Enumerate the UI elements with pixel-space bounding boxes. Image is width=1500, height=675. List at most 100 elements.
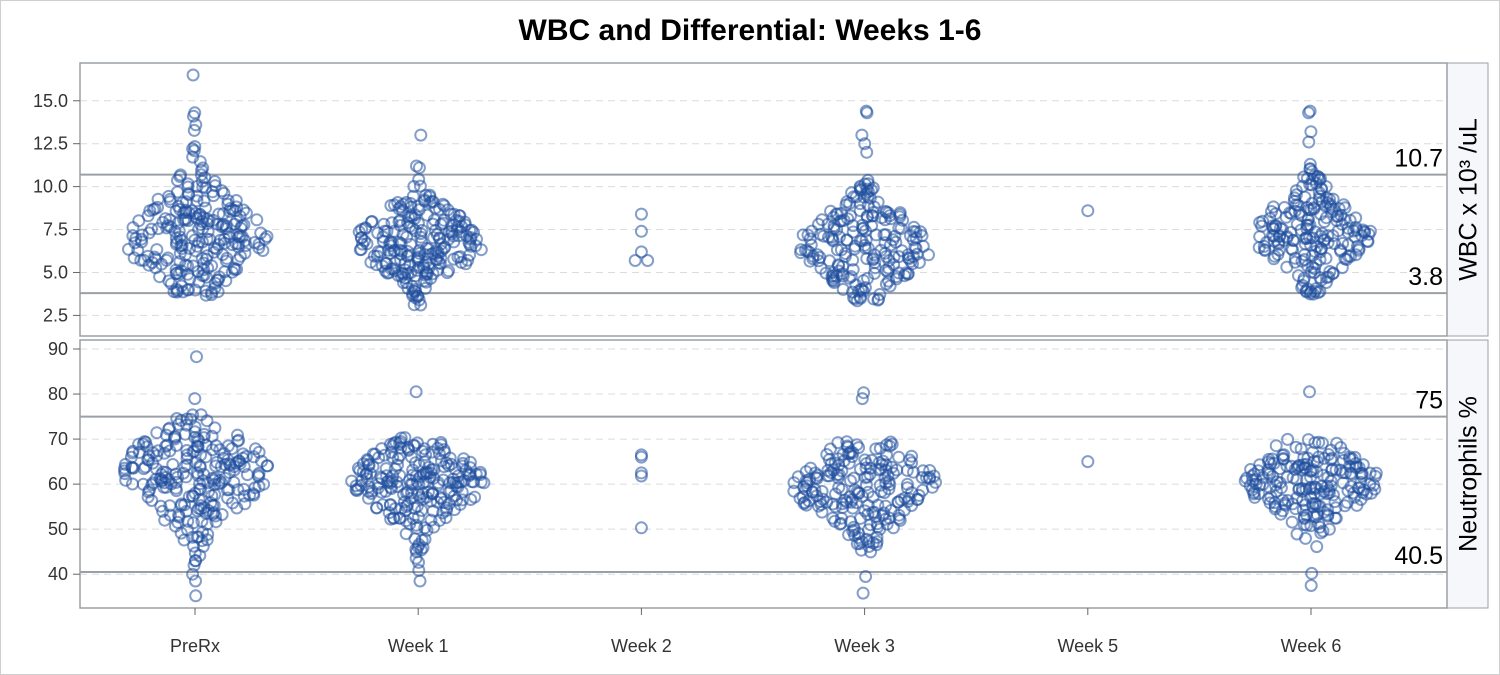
data-point	[119, 473, 133, 487]
data-point	[409, 518, 423, 532]
data-point	[869, 228, 883, 242]
panels-layer	[80, 62, 1489, 609]
data-point	[1321, 470, 1335, 484]
data-point	[411, 289, 425, 303]
data-point	[205, 443, 219, 457]
data-point	[1314, 273, 1328, 287]
data-point	[189, 118, 203, 132]
data-point	[1311, 169, 1325, 183]
data-point	[1081, 455, 1095, 469]
data-point	[195, 514, 209, 528]
data-point	[820, 469, 834, 483]
data-point	[374, 470, 388, 484]
data-point	[423, 188, 437, 202]
data-point	[192, 235, 206, 249]
data-point	[208, 471, 222, 485]
data-point	[415, 223, 429, 237]
data-point	[190, 194, 204, 208]
data-point	[192, 501, 206, 515]
data-point	[868, 261, 882, 275]
data-point	[802, 245, 816, 259]
data-point	[362, 459, 376, 472]
data-point	[260, 459, 274, 473]
data-point	[193, 460, 207, 474]
data-point	[1305, 566, 1319, 580]
data-point	[381, 243, 395, 257]
data-point	[906, 233, 920, 247]
data-point	[399, 527, 413, 541]
data-point	[195, 163, 208, 177]
data-point	[861, 173, 875, 187]
data-point	[1301, 451, 1315, 465]
data-point	[418, 268, 432, 282]
data-point	[1324, 453, 1338, 467]
data-point	[430, 495, 444, 509]
data-point	[855, 128, 869, 142]
data-point	[205, 489, 219, 503]
data-point	[404, 237, 418, 251]
data-point	[1358, 226, 1372, 239]
data-point	[1298, 237, 1312, 251]
data-point	[854, 183, 868, 197]
data-point	[151, 192, 165, 206]
data-point	[190, 350, 203, 364]
data-point	[873, 288, 887, 301]
data-point	[901, 267, 915, 281]
data-point	[413, 244, 426, 257]
data-point	[395, 501, 409, 515]
data-point	[247, 450, 261, 464]
data-point	[464, 493, 478, 506]
data-point	[873, 478, 887, 492]
data-point	[217, 186, 231, 200]
data-point	[200, 414, 214, 428]
x-tick-label: Week 1	[388, 636, 449, 656]
data-point	[1344, 480, 1358, 493]
data-point	[425, 463, 439, 477]
data-point	[430, 253, 444, 267]
data-point	[127, 251, 141, 265]
data-point	[1258, 244, 1272, 257]
data-point	[352, 225, 366, 239]
data-point	[412, 161, 426, 175]
reference-line-label: 10.7	[1394, 145, 1443, 173]
data-point	[419, 448, 433, 462]
data-point	[916, 464, 930, 478]
data-point	[1252, 487, 1266, 501]
y-tick-label: 5.0	[43, 262, 68, 282]
data-point	[408, 269, 422, 283]
data-point	[1309, 257, 1323, 271]
data-point	[135, 228, 149, 242]
data-point	[1364, 486, 1378, 500]
data-point	[206, 498, 219, 512]
data-point	[151, 222, 165, 236]
data-point	[180, 444, 194, 457]
data-point	[454, 225, 468, 239]
data-point	[418, 442, 431, 456]
data-point	[800, 476, 814, 490]
data-point	[450, 493, 463, 507]
data-point	[812, 217, 825, 231]
data-point	[816, 492, 830, 506]
data-point	[835, 483, 849, 496]
data-point	[1343, 213, 1357, 227]
data-point	[237, 218, 251, 232]
data-point	[1269, 219, 1283, 233]
data-point	[408, 283, 422, 296]
data-point	[1289, 198, 1303, 212]
data-point	[188, 420, 202, 434]
data-point	[1329, 463, 1343, 477]
data-point	[161, 251, 175, 265]
data-point	[408, 212, 422, 225]
data-point	[858, 137, 872, 151]
data-point	[456, 456, 470, 470]
data-point	[1267, 252, 1281, 266]
data-point	[138, 435, 151, 449]
data-point	[387, 244, 401, 258]
data-point	[217, 451, 230, 465]
data-point	[842, 528, 856, 542]
data-point	[909, 225, 923, 239]
data-point	[1285, 515, 1299, 529]
data-point	[434, 438, 448, 452]
data-point	[187, 109, 200, 123]
data-point	[1322, 483, 1336, 497]
